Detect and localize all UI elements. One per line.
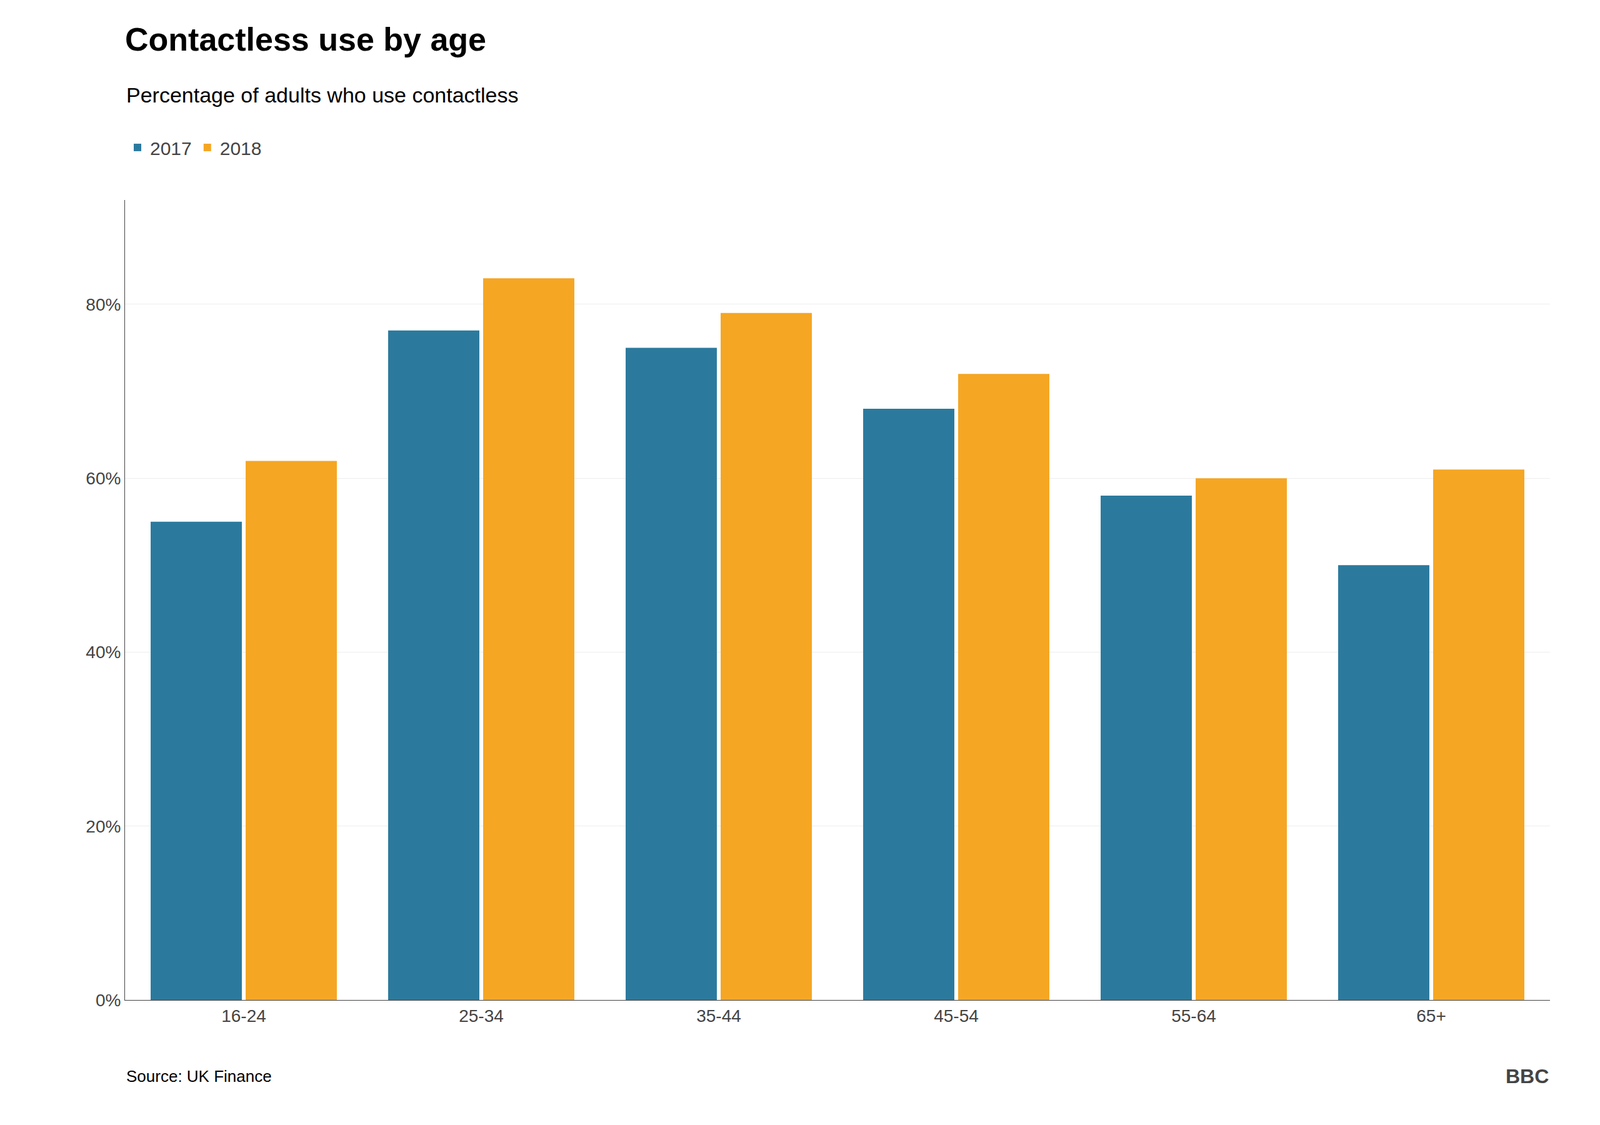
- svg-text:25-34: 25-34: [458, 1006, 504, 1026]
- svg-text:2017: 2017: [150, 138, 192, 159]
- svg-text:80%: 80%: [85, 295, 121, 315]
- svg-text:2018: 2018: [220, 138, 262, 159]
- svg-text:20%: 20%: [85, 816, 121, 837]
- svg-text:65+: 65+: [1416, 1006, 1447, 1026]
- svg-text:Source: UK Finance: Source: UK Finance: [126, 1066, 272, 1086]
- svg-text:55-64: 55-64: [1171, 1006, 1217, 1026]
- svg-text:BBC: BBC: [1505, 1065, 1549, 1088]
- svg-text:35-44: 35-44: [696, 1006, 742, 1026]
- svg-text:0%: 0%: [95, 990, 121, 1010]
- svg-text:45-54: 45-54: [933, 1006, 979, 1026]
- svg-text:Percentage of adults who use c: Percentage of adults who use contactless: [126, 83, 519, 107]
- svg-text:Contactless use by age: Contactless use by age: [125, 21, 487, 58]
- svg-text:16-24: 16-24: [221, 1006, 267, 1026]
- svg-text:40%: 40%: [85, 642, 121, 662]
- svg-text:60%: 60%: [85, 468, 121, 489]
